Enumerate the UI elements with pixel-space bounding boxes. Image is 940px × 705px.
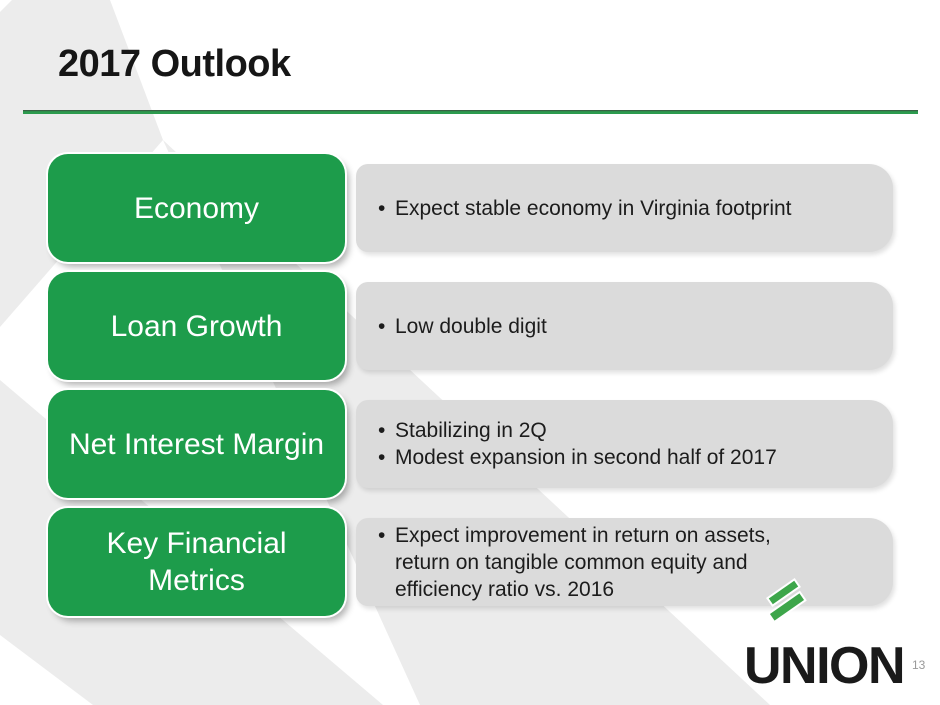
outlook-row: • Expect improvement in return on assets,… xyxy=(48,508,893,616)
bullet-text: Expect improvement in return on assets, … xyxy=(395,523,771,601)
slide-title: 2017 Outlook xyxy=(58,43,291,85)
detail-bar: • Stabilizing in 2Q • Modest expansion in s… xyxy=(356,400,893,488)
bullet-text: Expect stable economy in Virginia footpr… xyxy=(395,196,792,220)
category-label-box: Net Interest Margin xyxy=(48,390,345,498)
detail-bar: • Expect improvement in return on assets,… xyxy=(356,518,893,606)
bullet-text: Modest expansion in second half of 2017 xyxy=(395,446,777,469)
outlook-rows: • Expect stable economy in Virginia footp… xyxy=(48,154,893,626)
category-label-box: Key Financial Metrics xyxy=(48,508,345,616)
outlook-row: • Low double digit Loan Growth xyxy=(48,272,893,380)
detail-bar: • Low double digit xyxy=(356,282,893,370)
bullet-item: • Stabilizing in 2Q xyxy=(378,417,827,444)
bullet-text: Low double digit xyxy=(395,314,547,338)
page-number: 13 xyxy=(912,658,926,672)
detail-bar: • Expect stable economy in Virginia footp… xyxy=(356,164,893,252)
outlook-row: • Expect stable economy in Virginia footp… xyxy=(48,154,893,262)
bullet-dot: • xyxy=(378,196,386,220)
bullet-item: • Low double digit xyxy=(378,313,827,340)
outlook-row: • Stabilizing in 2Q • Modest expansion in s… xyxy=(48,390,893,498)
logo-text: UNION xyxy=(744,637,906,695)
union-logo: UNION xyxy=(744,580,919,695)
title-divider-line xyxy=(23,110,918,114)
category-label-box: Loan Growth xyxy=(48,272,345,380)
bullet-text: Stabilizing in 2Q xyxy=(395,419,547,442)
bullet-dot: • xyxy=(378,446,386,469)
bullet-item: • Expect stable economy in Virginia footp… xyxy=(378,195,827,222)
bullet-dot: • xyxy=(378,419,386,442)
bullet-item: • Expect improvement in return on assets,… xyxy=(378,522,827,603)
bullet-item: • Modest expansion in second half of 2017 xyxy=(378,444,827,471)
bullet-dot: • xyxy=(378,314,386,338)
category-label-box: Economy xyxy=(48,154,345,262)
bullet-dot: • xyxy=(378,523,386,547)
